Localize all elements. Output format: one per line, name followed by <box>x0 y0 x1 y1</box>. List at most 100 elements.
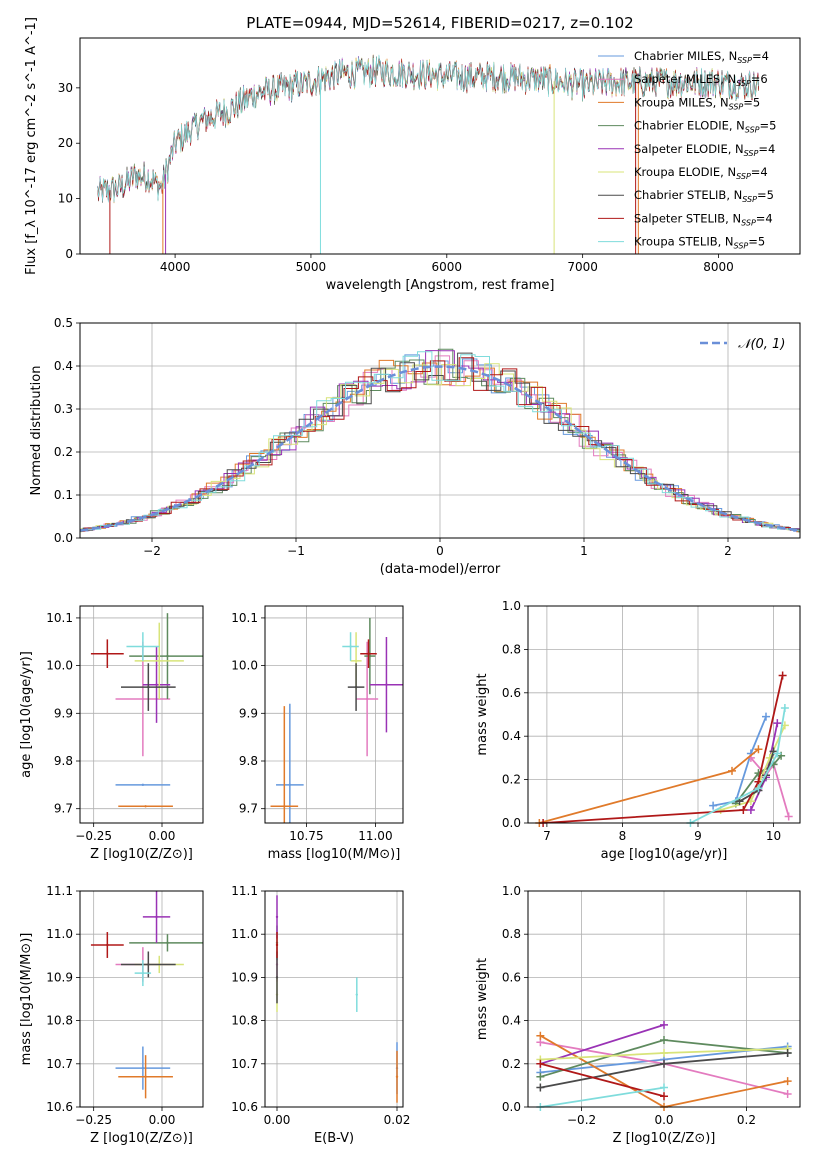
legend-suffix: =5 <box>760 119 777 133</box>
series-line <box>543 675 784 823</box>
y-axis-label: age [log10(age/yr)] <box>19 651 34 778</box>
y-tick-label: 0.8 <box>502 642 521 656</box>
series-marker <box>783 1049 792 1057</box>
y-axis-label: mass weight <box>475 958 490 1040</box>
y-tick-label: 10.6 <box>46 1100 73 1114</box>
y-tick-label: 11.1 <box>231 884 258 898</box>
legend-label: Salpeter ELODIE, NSSP=4 <box>634 142 775 158</box>
plot-frame <box>79 322 801 539</box>
y-tick-label: 10.8 <box>46 1014 73 1028</box>
legend-label: Chabrier MILES, NSSP=4 <box>634 49 769 65</box>
legend-subscript: SSP <box>736 172 751 181</box>
series-marker <box>780 703 789 712</box>
data-point <box>365 697 369 701</box>
z-mass-panel: −0.25 0.00 10.6 10.7 10.8 10.9 11.0 11.1 Z [log1… <box>19 884 204 1146</box>
legend-text: Salpeter STELIB, N <box>634 211 741 225</box>
legend-subscript: SSP <box>729 102 744 111</box>
x-tick-label: 8000 <box>703 260 734 274</box>
legend-subscript: SSP <box>742 195 757 204</box>
series-line <box>712 716 767 807</box>
series-line <box>539 1034 788 1107</box>
y-tick-label: 0 <box>65 247 73 261</box>
legend-text: Kroupa MILES, N <box>634 95 729 109</box>
data-point <box>367 652 370 655</box>
series-line <box>540 1086 665 1107</box>
ebv-mass-panel: 0.00 0.02 10.6 10.7 10.8 10.9 11.0 11.1 E(B-V) <box>231 884 410 1146</box>
y-tick-label: 10.0 <box>46 659 73 673</box>
residual-histogram-6 <box>80 352 800 532</box>
data-point <box>385 683 388 686</box>
series-marker <box>773 749 782 758</box>
plot-frame <box>527 605 801 824</box>
plot-frame <box>79 890 204 1108</box>
series-marker <box>762 712 770 721</box>
series-marker <box>536 1083 545 1092</box>
legend-suffix: =4 <box>758 142 775 156</box>
x-axis-label: mass [log10(M/M⊙)] <box>268 847 401 862</box>
legend-subscript: SSP <box>736 79 751 88</box>
x-tick-label: 11.00 <box>358 829 392 843</box>
x-axis-label: Z [log10(Z/Z⊙)] <box>90 847 193 862</box>
gaussian-curve <box>80 365 800 532</box>
legend-text: Chabrier STELIB, N <box>634 188 742 202</box>
data-point <box>141 971 145 975</box>
data-point <box>395 1075 399 1078</box>
y-tick-label: 0.0 <box>502 816 521 830</box>
x-tick-label: −0.25 <box>75 829 112 843</box>
data-point <box>288 783 292 787</box>
legend-text: Chabrier MILES, N <box>634 49 737 63</box>
y-tick-label: 0.0 <box>502 1100 521 1114</box>
plot-frame <box>264 890 404 1108</box>
spectrum-line-8 <box>97 54 759 203</box>
series-marker <box>660 1092 668 1101</box>
series-marker <box>783 1090 792 1099</box>
x-tick-label: 9 <box>694 829 702 843</box>
legend-subscript: SSP <box>734 242 749 251</box>
x-tick-label: 5000 <box>296 260 327 274</box>
y-tick-label: 0.4 <box>502 1014 521 1028</box>
x-tick-label: 4000 <box>160 260 191 274</box>
legend-suffix: =4 <box>751 165 768 179</box>
residuals-panel: −2 −1 0 1 2 0.0 0.1 0.2 0.3 0.4 0.5 (data-model)/er… <box>29 316 801 577</box>
x-tick-label: 7 <box>543 829 551 843</box>
data-point <box>166 654 169 658</box>
y-tick-label: 10.0 <box>231 659 258 673</box>
x-tick-label: 10 <box>766 829 781 843</box>
y-tick-label: 9.8 <box>54 754 73 768</box>
x-tick-label: −1 <box>287 544 305 558</box>
legend-suffix: =4 <box>756 211 773 225</box>
y-tick-label: 0.1 <box>54 488 73 502</box>
legend-suffix: =5 <box>748 235 765 249</box>
legend-label: Chabrier STELIB, NSSP=5 <box>634 188 774 204</box>
x-tick-label: 0.00 <box>149 829 176 843</box>
y-tick-label: 0.4 <box>502 729 521 743</box>
plot-frame <box>527 890 801 1108</box>
series-marker <box>739 805 748 814</box>
series-marker <box>536 1072 545 1081</box>
y-tick-label: 10 <box>58 192 73 206</box>
age-weight-panel: 7 8 9 10 0.0 0.2 0.4 0.6 0.8 1.0 age [log10(age/yr… <box>475 599 801 862</box>
series-marker <box>746 805 755 814</box>
data-point <box>141 645 145 648</box>
x-tick-label: 1 <box>580 544 588 558</box>
y-tick-label: 0.2 <box>502 1057 521 1071</box>
y-tick-label: 11.0 <box>231 927 258 941</box>
y-tick-label: 0.6 <box>502 686 521 700</box>
series-line <box>750 757 790 817</box>
series-marker <box>660 1020 668 1029</box>
y-tick-label: 10.9 <box>46 970 73 984</box>
spectrum-panel: 4000 5000 6000 7000 8000 0 10 20 30 wavelength [A… <box>24 17 801 293</box>
x-tick-label: 2 <box>724 544 732 558</box>
legend-subscript: SSP <box>737 56 752 65</box>
x-tick-label: 0.00 <box>149 1113 176 1127</box>
series-marker <box>728 766 736 775</box>
data-point <box>166 941 169 945</box>
series-marker <box>773 719 782 728</box>
y-axis-label: Normed distribution <box>29 366 44 496</box>
series-line <box>540 1024 665 1065</box>
y-axis-label: mass [log10(M/M⊙)] <box>19 933 34 1066</box>
y-tick-label: 1.0 <box>502 884 521 898</box>
data-point <box>106 652 109 655</box>
residual-histogram-1 <box>80 355 800 532</box>
